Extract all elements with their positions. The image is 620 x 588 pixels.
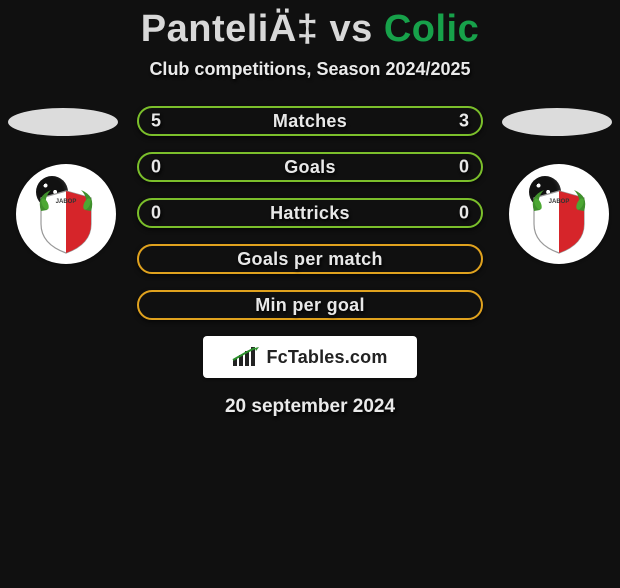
- title-player2: Colic: [384, 8, 479, 50]
- stat-right-value: 0: [459, 157, 469, 178]
- laurel-icon: [524, 186, 594, 216]
- stat-label: Hattricks: [270, 203, 350, 224]
- fctables-badge[interactable]: FcTables.com: [203, 336, 417, 378]
- stats-column: 5 Matches 3 0 Goals 0 0 Hattricks 0 Goals per mat…: [137, 106, 483, 320]
- stat-right-value: 3: [459, 111, 469, 132]
- player1-photo-placeholder: [8, 108, 118, 136]
- bars-chart-icon: [232, 347, 260, 367]
- stat-row-goals-per-match: Goals per match: [137, 244, 483, 274]
- stat-left-value: 0: [151, 203, 161, 224]
- player2-club-badge: JABOP: [509, 164, 609, 264]
- page-title: PanteliÄ‡ vs Colic: [0, 8, 620, 51]
- subtitle: Club competitions, Season 2024/2025: [0, 59, 620, 80]
- left-side: JABOP: [0, 106, 120, 264]
- stat-row-min-per-goal: Min per goal: [137, 290, 483, 320]
- fctables-label: FcTables.com: [266, 347, 387, 368]
- stat-row-matches: 5 Matches 3: [137, 106, 483, 136]
- player2-photo-placeholder: [502, 108, 612, 136]
- stat-row-goals: 0 Goals 0: [137, 152, 483, 182]
- stat-right-value: 0: [459, 203, 469, 224]
- laurel-icon: [31, 186, 101, 216]
- stat-label: Matches: [273, 111, 347, 132]
- right-side: JABOP: [500, 106, 620, 264]
- stat-left-value: 5: [151, 111, 161, 132]
- stat-label: Goals per match: [237, 249, 383, 270]
- player1-club-badge: JABOP: [16, 164, 116, 264]
- stat-label: Min per goal: [255, 295, 365, 316]
- title-player1: PanteliÄ‡: [141, 8, 319, 50]
- comparison-layout: JABOP JABOP: [0, 106, 620, 320]
- title-vs: vs: [329, 8, 372, 50]
- stat-left-value: 0: [151, 157, 161, 178]
- stat-label: Goals: [284, 157, 336, 178]
- date-label: 20 september 2024: [0, 396, 620, 418]
- stat-row-hattricks: 0 Hattricks 0: [137, 198, 483, 228]
